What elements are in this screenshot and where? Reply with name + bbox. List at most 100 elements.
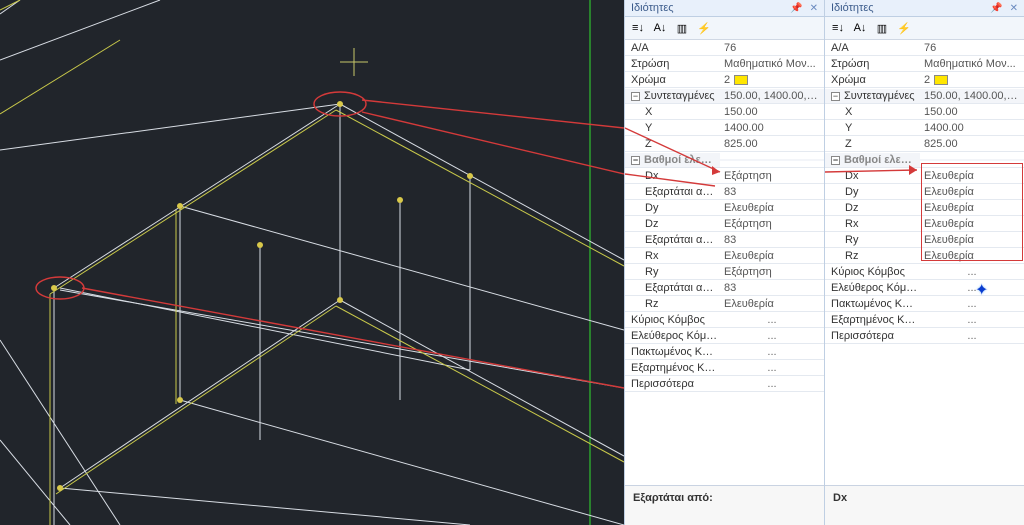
panel-header[interactable]: Ιδιότητες 📌 ✕: [625, 0, 824, 17]
property-value[interactable]: Εξάρτηση: [720, 169, 824, 183]
property-row[interactable]: Ελεύθερος Κόμβος...: [825, 280, 1024, 296]
expander-icon[interactable]: −: [831, 156, 840, 165]
toolbar-btn-sort[interactable]: A↓: [651, 19, 669, 37]
property-row[interactable]: DyΕλευθερία: [625, 200, 824, 216]
property-value[interactable]: Μαθηματικό Μον...: [920, 57, 1024, 71]
property-value[interactable]: 83: [720, 185, 824, 199]
property-row[interactable]: RyΕξάρτηση: [625, 264, 824, 280]
property-row[interactable]: Εξαρτάται από:83: [625, 184, 824, 200]
expander-icon[interactable]: −: [631, 92, 640, 101]
property-value[interactable]: 825.00: [920, 137, 1024, 151]
property-row[interactable]: Περισσότερα...: [625, 376, 824, 392]
property-value[interactable]: ...: [720, 377, 824, 391]
property-value[interactable]: 1400.00: [920, 121, 1024, 135]
property-value[interactable]: ...: [720, 361, 824, 375]
property-value[interactable]: ...: [720, 313, 824, 327]
property-row[interactable]: RxΕλευθερία: [825, 216, 1024, 232]
property-value[interactable]: [920, 159, 1024, 161]
property-value[interactable]: 150.00, 1400.00, 8...: [920, 89, 1024, 103]
property-value[interactable]: ...: [920, 329, 1024, 343]
property-row[interactable]: ΣτρώσηΜαθηματικό Μον...: [625, 56, 824, 72]
property-row[interactable]: RzΕλευθερία: [825, 248, 1024, 264]
property-row[interactable]: RzΕλευθερία: [625, 296, 824, 312]
property-value[interactable]: ...: [720, 345, 824, 359]
property-value[interactable]: 150.00: [720, 105, 824, 119]
property-value[interactable]: 150.00: [920, 105, 1024, 119]
property-row[interactable]: DyΕλευθερία: [825, 184, 1024, 200]
property-grid[interactable]: A/A76ΣτρώσηΜαθηματικό Μον...Χρώμα2−Συντε…: [825, 40, 1024, 485]
property-row[interactable]: DzΕξάρτηση: [625, 216, 824, 232]
property-row[interactable]: DzΕλευθερία: [825, 200, 1024, 216]
property-value[interactable]: 83: [720, 233, 824, 247]
model-viewport[interactable]: [0, 0, 624, 525]
property-value[interactable]: 1400.00: [720, 121, 824, 135]
property-value[interactable]: ...: [920, 297, 1024, 311]
expander-icon[interactable]: −: [631, 156, 640, 165]
property-row[interactable]: Χρώμα2: [625, 72, 824, 88]
property-value[interactable]: Ελευθερία: [720, 249, 824, 263]
property-grid[interactable]: A/A76ΣτρώσηΜαθηματικό Μον...Χρώμα2−Συντε…: [625, 40, 824, 485]
property-value[interactable]: Ελευθερία: [720, 297, 824, 311]
toolbar-btn-grid[interactable]: ▥: [873, 19, 891, 37]
property-row[interactable]: Y1400.00: [625, 120, 824, 136]
property-row[interactable]: ΣτρώσηΜαθηματικό Μον...: [825, 56, 1024, 72]
toolbar-btn-flash[interactable]: ⚡: [695, 19, 713, 37]
property-row[interactable]: DxΕξάρτηση: [625, 168, 824, 184]
toolbar-btn-sort[interactable]: A↓: [851, 19, 869, 37]
property-group[interactable]: −Βαθμοί ελευθερίας: [625, 152, 824, 168]
property-value[interactable]: Ελευθερία: [920, 169, 1024, 183]
property-row[interactable]: X150.00: [825, 104, 1024, 120]
property-row[interactable]: Πακτωμένος Κόμ......: [825, 296, 1024, 312]
toolbar-btn-flash[interactable]: ⚡: [895, 19, 913, 37]
property-row[interactable]: X150.00: [625, 104, 824, 120]
property-value[interactable]: Εξάρτηση: [720, 265, 824, 279]
property-row[interactable]: Εξαρτημένος Κόμ......: [625, 360, 824, 376]
expander-icon[interactable]: −: [831, 92, 840, 101]
property-value[interactable]: 2: [720, 73, 824, 87]
property-row[interactable]: Εξαρτάται από:83: [625, 280, 824, 296]
property-value[interactable]: [720, 159, 824, 161]
close-icon[interactable]: ✕: [1010, 3, 1018, 14]
property-row[interactable]: Y1400.00: [825, 120, 1024, 136]
close-icon[interactable]: ✕: [810, 3, 818, 14]
property-row[interactable]: Κύριος Κόμβος...: [625, 312, 824, 328]
property-row[interactable]: A/A76: [825, 40, 1024, 56]
property-value[interactable]: 2: [920, 73, 1024, 87]
property-value[interactable]: Ελευθερία: [720, 201, 824, 215]
property-value[interactable]: Ελευθερία: [920, 217, 1024, 231]
toolbar-btn-categorize[interactable]: ≡↓: [629, 19, 647, 37]
property-value[interactable]: Μαθηματικό Μον...: [720, 57, 824, 71]
property-value[interactable]: Ελευθερία: [920, 185, 1024, 199]
property-value[interactable]: 83: [720, 281, 824, 295]
property-value[interactable]: Ελευθερία: [920, 233, 1024, 247]
property-value[interactable]: ...: [920, 281, 1024, 295]
property-value[interactable]: Εξάρτηση: [720, 217, 824, 231]
property-row[interactable]: A/A76: [625, 40, 824, 56]
property-row[interactable]: DxΕλευθερία: [825, 168, 1024, 184]
property-value[interactable]: 825.00: [720, 137, 824, 151]
toolbar-btn-grid[interactable]: ▥: [673, 19, 691, 37]
panel-header[interactable]: Ιδιότητες 📌 ✕: [825, 0, 1024, 17]
property-value[interactable]: 76: [920, 41, 1024, 55]
property-row[interactable]: Κύριος Κόμβος...: [825, 264, 1024, 280]
property-row[interactable]: Εξαρτημένος Κόμ......: [825, 312, 1024, 328]
property-row[interactable]: Ελεύθερος Κόμβος...: [625, 328, 824, 344]
pin-icon[interactable]: 📌: [990, 3, 1002, 14]
property-value[interactable]: ...: [920, 313, 1024, 327]
pin-icon[interactable]: 📌: [790, 3, 802, 14]
property-row[interactable]: Z825.00: [625, 136, 824, 152]
property-row[interactable]: Χρώμα2: [825, 72, 1024, 88]
property-value[interactable]: Ελευθερία: [920, 201, 1024, 215]
property-row[interactable]: Z825.00: [825, 136, 1024, 152]
property-row[interactable]: Εξαρτάται από:83: [625, 232, 824, 248]
property-value[interactable]: Ελευθερία: [920, 249, 1024, 263]
property-row[interactable]: Πακτωμένος Κόμ......: [625, 344, 824, 360]
property-group[interactable]: −Συντεταγμένες150.00, 1400.00, 8...: [825, 88, 1024, 104]
property-group[interactable]: −Συντεταγμένες150.00, 1400.00, 8...: [625, 88, 824, 104]
property-row[interactable]: RyΕλευθερία: [825, 232, 1024, 248]
property-row[interactable]: RxΕλευθερία: [625, 248, 824, 264]
property-row[interactable]: Περισσότερα...: [825, 328, 1024, 344]
property-value[interactable]: ...: [720, 329, 824, 343]
toolbar-btn-categorize[interactable]: ≡↓: [829, 19, 847, 37]
property-value[interactable]: 76: [720, 41, 824, 55]
